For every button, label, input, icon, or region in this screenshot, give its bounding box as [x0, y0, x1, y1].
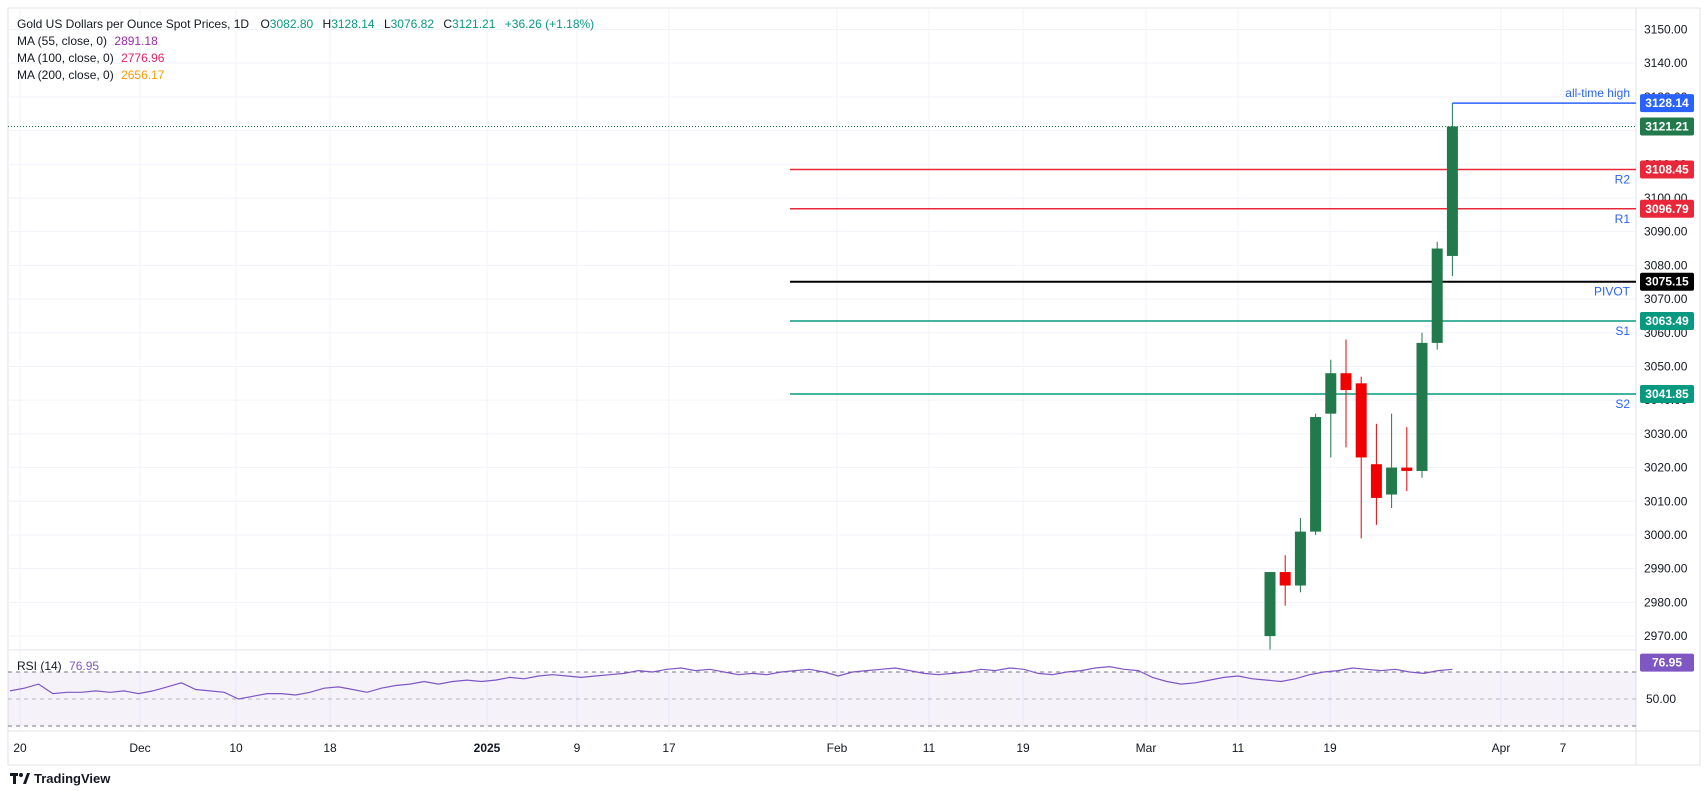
level-name-r1: R1 — [1615, 212, 1631, 226]
x-tick-label: Mar — [1136, 741, 1157, 755]
level-name-r2: R2 — [1615, 173, 1631, 187]
x-tick-label: 17 — [662, 741, 676, 755]
y-tick-label: 3070.00 — [1644, 292, 1688, 306]
x-tick-label: 20 — [13, 741, 27, 755]
candle-body — [1386, 467, 1398, 495]
candle-body — [1340, 373, 1352, 391]
tradingview-logo-icon — [10, 772, 30, 784]
x-tick-label: 10 — [229, 741, 243, 755]
ma100-row: MA (100, close, 0) 2776.96 — [17, 50, 594, 67]
chart-frame — [7, 7, 1701, 766]
y-tick-label: 3140.00 — [1644, 56, 1688, 70]
y-tick-label: 3150.00 — [1644, 22, 1688, 36]
level-name-s2: S2 — [1615, 397, 1630, 411]
x-tick-label: 18 — [323, 741, 337, 755]
x-tick-label: 11 — [923, 741, 936, 755]
x-tick-label: 11 — [1232, 741, 1245, 755]
candle-body — [1401, 467, 1413, 471]
last-price-badge — [1640, 117, 1694, 136]
all-time-high-label: all-time high — [1565, 86, 1630, 100]
close-label: C — [443, 17, 453, 31]
level-badge-text-s2: 3041.85 — [1645, 387, 1689, 401]
tradingview-logo[interactable]: TradingView — [10, 771, 110, 786]
x-tick-label: Feb — [827, 741, 848, 755]
rsi-value: 76.95 — [69, 659, 100, 673]
ma200-label: MA (200, close, 0) — [17, 68, 114, 82]
rsi-legend: RSI (14) 76.95 — [17, 659, 99, 673]
ma200-row: MA (200, close, 0) 2656.17 — [17, 67, 594, 84]
all-time-high-badge-text: 3128.14 — [1645, 96, 1689, 110]
rsi-line — [9, 665, 1453, 700]
high-label: H — [322, 17, 332, 31]
ma100-label: MA (100, close, 0) — [17, 51, 114, 65]
x-tick-label: 9 — [574, 741, 581, 755]
level-badge-text-s1: 3063.49 — [1645, 314, 1689, 328]
level-badge-r1 — [1640, 199, 1694, 218]
ma55-row: MA (55, close, 0) 2891.18 — [17, 33, 594, 50]
ma200-value: 2656.17 — [121, 68, 165, 82]
low-value: 3076.82 — [390, 17, 435, 31]
x-tick-label: Dec — [129, 741, 150, 755]
ohlc-row: Gold US Dollars per Ounce Spot Prices, 1… — [17, 16, 594, 33]
rsi-label: RSI (14) — [17, 659, 62, 673]
rsi-axis-tick: 50.00 — [1646, 692, 1676, 706]
y-tick-label: 3030.00 — [1644, 427, 1688, 441]
chart-legend: Gold US Dollars per Ounce Spot Prices, 1… — [17, 16, 594, 84]
all-time-high-badge — [1640, 94, 1694, 113]
x-tick-label: 7 — [1560, 741, 1567, 755]
y-tick-label: 3080.00 — [1644, 258, 1688, 272]
last-price-badge-text: 3121.21 — [1645, 120, 1689, 134]
level-badge-r2 — [1640, 160, 1694, 179]
y-tick-label: 3020.00 — [1644, 461, 1688, 475]
candle-body — [1370, 464, 1382, 498]
level-badge-pivot — [1640, 272, 1694, 291]
candle-body — [1310, 417, 1322, 532]
y-tick-label: 3090.00 — [1644, 225, 1688, 239]
x-tick-label: Apr — [1492, 741, 1511, 755]
close-value: 3121.21 — [452, 17, 496, 31]
y-tick-label: 3000.00 — [1644, 528, 1688, 542]
level-name-pivot: PIVOT — [1594, 285, 1631, 299]
tradingview-logo-text: TradingView — [34, 771, 111, 786]
candle-body — [1264, 572, 1276, 637]
x-tick-label: 19 — [1323, 741, 1337, 755]
candle-body — [1279, 572, 1291, 586]
low-label: L — [383, 17, 391, 31]
level-badge-text-r2: 3108.45 — [1645, 163, 1689, 177]
x-tick-label: 2025 — [474, 741, 501, 755]
candle-body — [1294, 531, 1306, 586]
level-badge-s1 — [1640, 312, 1694, 331]
y-tick-label: 2970.00 — [1644, 629, 1688, 643]
high-value: 3128.14 — [331, 17, 375, 31]
candle-body — [1355, 383, 1367, 458]
rsi-value-badge-text: 76.95 — [1652, 656, 1682, 670]
rsi-value-badge — [1640, 653, 1694, 672]
open-value: 3082.80 — [269, 17, 314, 31]
level-name-s1: S1 — [1615, 324, 1630, 338]
level-badge-text-pivot: 3075.15 — [1645, 275, 1689, 289]
y-tick-label: 2980.00 — [1644, 595, 1688, 609]
x-tick-label: 19 — [1016, 741, 1030, 755]
symbol-title: Gold US Dollars per Ounce Spot Prices, 1… — [17, 17, 250, 31]
ma55-label: MA (55, close, 0) — [17, 34, 108, 48]
candle-body — [1416, 342, 1428, 471]
candle-body — [1431, 248, 1443, 343]
level-badge-s2 — [1640, 384, 1694, 403]
ma55-value: 2891.18 — [114, 34, 158, 48]
candle-body — [1325, 373, 1337, 414]
y-tick-label: 3050.00 — [1644, 359, 1688, 373]
y-tick-label: 2990.00 — [1644, 562, 1688, 576]
open-label: O — [260, 17, 270, 31]
rsi-band — [8, 672, 1636, 726]
change-value: +36.26 (+1.18%) — [504, 17, 595, 31]
y-tick-label: 3010.00 — [1644, 494, 1688, 508]
level-badge-text-r1: 3096.79 — [1645, 202, 1689, 216]
candle-body — [1446, 126, 1458, 256]
ma100-value: 2776.96 — [121, 51, 165, 65]
